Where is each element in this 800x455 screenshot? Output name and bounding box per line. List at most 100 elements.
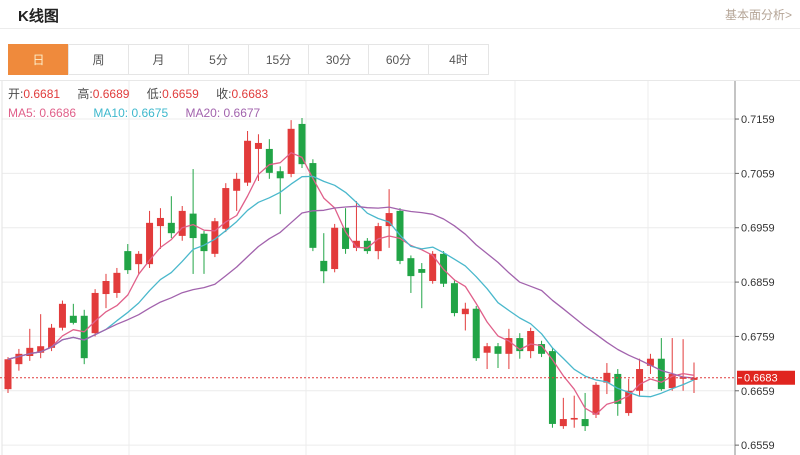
candle-up <box>4 359 12 390</box>
candle-up <box>91 292 99 334</box>
page-title: K线图 <box>18 8 59 25</box>
y-tick-label: 0.6859 <box>741 277 775 289</box>
ma10-line <box>7 175 695 398</box>
candle-up <box>102 281 110 295</box>
fundamental-analysis-link[interactable]: 基本面分析> <box>724 8 792 22</box>
candle-up <box>690 377 698 380</box>
open-value: 0.6681 <box>23 87 61 101</box>
candle-down <box>276 171 284 179</box>
candle-up <box>15 353 23 365</box>
candle-down <box>200 233 208 252</box>
low-label: 低: <box>146 87 163 101</box>
candle-up <box>135 253 143 265</box>
candlestick-chart-canvas: 0.7159 0.7059 0.6959 0.6859 0.6759 0.6659 0.65… <box>0 81 795 455</box>
candle-up <box>483 346 491 353</box>
y-tick-label: 0.7059 <box>741 168 775 180</box>
ma10-value: 0.6675 <box>131 106 169 120</box>
candle-down <box>363 240 371 252</box>
interval-tabs: 日周月 5分 15分 30分 60分 4时 <box>8 44 489 75</box>
candle-down <box>309 163 317 248</box>
candle-up <box>570 417 578 420</box>
y-tick-label: 0.6759 <box>741 331 775 343</box>
ma-row: MA5: 0.6686 MA10: 0.6675 MA20: 0.6677 <box>8 106 282 121</box>
candle-down <box>69 315 77 323</box>
ma5-value: 0.6686 <box>39 106 77 120</box>
close-value: 0.6683 <box>231 87 269 101</box>
candle-up <box>48 327 56 348</box>
candle-up <box>156 217 164 227</box>
candle-down <box>581 419 589 427</box>
ma5-label: MA5: 0.6686 <box>8 106 77 120</box>
y-tick-label: 0.7159 <box>741 114 775 126</box>
candle-up <box>244 140 252 183</box>
candle-up <box>178 210 186 236</box>
candle-down <box>538 344 546 354</box>
y-tick-label: 0.6659 <box>741 386 775 398</box>
candle-down <box>189 213 197 239</box>
candle-down <box>516 338 524 352</box>
tab-4时[interactable]: 4时 <box>428 44 489 75</box>
candle-up <box>352 240 360 248</box>
ohlc-row: 开:0.6681 高:0.6689 低:0.6659 收:0.6683 <box>8 87 282 102</box>
candle-up <box>679 377 687 379</box>
candle-down <box>450 283 458 314</box>
candle-up <box>385 213 393 227</box>
y-tick-label: 0.6959 <box>741 223 775 235</box>
tab-月[interactable]: 月 <box>128 44 189 75</box>
candle-up <box>527 331 535 352</box>
high-value: 0.6689 <box>92 87 130 101</box>
tab-30分[interactable]: 30分 <box>308 44 369 75</box>
last-price-box <box>737 370 795 385</box>
tab-5分[interactable]: 5分 <box>188 44 249 75</box>
candle-up <box>668 373 676 389</box>
ma20-label: MA20: 0.6677 <box>185 106 261 120</box>
tab-周[interactable]: 周 <box>68 44 129 75</box>
candle-up <box>646 358 654 366</box>
page-header: K线图 基本面分析> <box>0 0 800 29</box>
low-value: 0.6659 <box>162 87 199 101</box>
candle-down <box>418 269 426 273</box>
ma20-value: 0.6677 <box>223 106 261 120</box>
tab-15分[interactable]: 15分 <box>248 44 309 75</box>
candle-up <box>429 253 437 281</box>
candle-up <box>222 188 230 229</box>
candle-down <box>124 251 132 271</box>
last-price-label: 0.6683 <box>744 373 778 385</box>
chart-info-overlay: 开:0.6681 高:0.6689 低:0.6659 收:0.6683 MA5:… <box>8 87 282 125</box>
ma5-line <box>7 152 695 416</box>
candle-up <box>505 338 513 354</box>
candle-up <box>603 372 611 383</box>
candlestick-chart-area: 0.7159 0.7059 0.6959 0.6859 0.6759 0.6659 0.65… <box>0 81 800 455</box>
candle-up <box>331 227 339 270</box>
tab-日[interactable]: 日 <box>8 44 69 75</box>
candle-up <box>254 142 262 149</box>
candle-up <box>625 390 633 414</box>
candle-down <box>265 148 273 173</box>
candle-down <box>472 308 480 359</box>
high-label: 高: <box>77 87 93 101</box>
y-tick-label: 0.6559 <box>741 440 775 452</box>
candle-down <box>320 260 328 272</box>
candle-up <box>37 346 45 353</box>
ma10-label: MA10: 0.6675 <box>93 106 169 120</box>
candle-up <box>559 419 567 427</box>
candle-up <box>636 369 644 391</box>
candle-down <box>548 351 556 424</box>
candle-up <box>146 222 154 265</box>
close-label: 收: <box>216 87 232 101</box>
candle-up <box>287 128 295 174</box>
candle-down <box>407 258 415 277</box>
candle-up <box>113 272 121 293</box>
interval-tabbar: 日周月 5分 15分 30分 60分 4时 <box>0 29 800 81</box>
open-label: 开: <box>8 87 24 101</box>
candle-up <box>592 384 600 415</box>
candle-up <box>233 178 241 191</box>
candle-down <box>298 123 306 165</box>
ma20-line <box>7 205 695 379</box>
candle-down <box>342 227 350 249</box>
candle-down <box>494 346 502 354</box>
candle-up <box>211 221 219 254</box>
tab-60分[interactable]: 60分 <box>368 44 429 75</box>
candle-down <box>657 358 665 390</box>
